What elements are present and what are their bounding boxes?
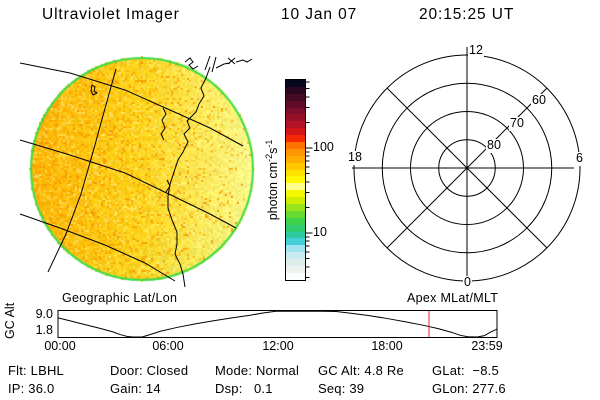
polar-plot-caption: Apex MLat/MLT bbox=[407, 291, 499, 305]
date-label: 10 Jan 07 bbox=[281, 6, 358, 23]
polar-mlt-18-label: 18 bbox=[347, 150, 363, 165]
colorbar-swatch bbox=[286, 217, 305, 225]
status-gain: Gain: 14 bbox=[110, 381, 161, 396]
status-gcalt: GC Alt: 4.8 Re bbox=[318, 363, 404, 378]
colorbar-swatch bbox=[286, 190, 305, 198]
xtick-2359: 23:59 bbox=[471, 339, 503, 353]
status-ip: IP: 36.0 bbox=[8, 381, 55, 396]
polar-mlat-80-label: 80 bbox=[486, 138, 502, 153]
colorbar-swatch bbox=[286, 128, 305, 136]
colorbar-tick-10: 10 bbox=[313, 225, 327, 239]
colorbar-swatch bbox=[286, 107, 305, 115]
colorbar-swatch bbox=[286, 155, 305, 163]
status-glon: GLon: 277.6 bbox=[432, 381, 506, 396]
colorbar-swatch bbox=[286, 224, 305, 232]
status-door: Door: Closed bbox=[110, 363, 189, 378]
colorbar-swatch bbox=[286, 135, 305, 143]
colorbar bbox=[285, 79, 306, 281]
colorbar-tick-100: 100 bbox=[313, 140, 334, 154]
colorbar-swatch bbox=[286, 204, 305, 211]
status-mode: Mode: Normal bbox=[215, 363, 300, 378]
colorbar-swatch bbox=[286, 176, 305, 184]
colorbar-swatch bbox=[286, 100, 305, 108]
gcalt-axis-label: GC Alt bbox=[3, 302, 18, 339]
colorbar-swatch bbox=[286, 245, 305, 253]
colorbar-swatch bbox=[286, 210, 305, 218]
colorbar-swatch bbox=[286, 266, 305, 273]
earth-image-caption: Geographic Lat/Lon bbox=[62, 291, 178, 305]
colorbar-swatch bbox=[286, 252, 305, 260]
colorbar-swatch bbox=[286, 162, 305, 170]
app-title: Ultraviolet Imager bbox=[42, 6, 180, 23]
colorbar-swatch bbox=[286, 142, 305, 149]
polar-mlat-60-label: 60 bbox=[531, 93, 547, 108]
gcalt-ytick-18: 1.8 bbox=[35, 323, 53, 337]
xtick-1200: 12:00 bbox=[262, 339, 294, 353]
colorbar-swatch bbox=[286, 121, 305, 129]
status-glat: GLat: −8.5 bbox=[432, 363, 499, 378]
polar-mlt-0-label: 0 bbox=[463, 275, 472, 290]
polar-mlat-70-label: 70 bbox=[509, 116, 525, 131]
colorbar-swatch bbox=[286, 114, 305, 122]
xtick-0600: 06:00 bbox=[152, 339, 184, 353]
xtick-1800: 18:00 bbox=[371, 339, 403, 353]
colorbar-swatch bbox=[286, 272, 305, 280]
colorbar-swatch bbox=[286, 80, 305, 87]
colorbar-swatch bbox=[286, 183, 305, 191]
colorbar-swatch bbox=[286, 197, 305, 205]
time-label: 20:15:25 UT bbox=[419, 6, 515, 23]
colorbar-swatch bbox=[286, 259, 305, 267]
status-flt: Flt: LBHL bbox=[8, 363, 64, 378]
colorbar-swatch bbox=[286, 238, 305, 246]
colorbar-swatch bbox=[286, 86, 305, 94]
colorbar-swatch bbox=[286, 148, 305, 156]
status-dsp: Dsp: 0.1 bbox=[215, 381, 273, 396]
gcalt-ytick-9: 9.0 bbox=[35, 307, 53, 321]
colorbar-swatch bbox=[286, 169, 305, 177]
xtick-0000: 00:00 bbox=[44, 339, 76, 353]
polar-mlt-12-label: 12 bbox=[468, 43, 484, 58]
polar-mlt-6-label: 6 bbox=[575, 151, 584, 166]
colorbar-swatch bbox=[286, 93, 305, 101]
colorbar-swatch bbox=[286, 231, 305, 239]
earth-disk-canvas bbox=[28, 55, 255, 282]
status-seq: Seq: 39 bbox=[318, 381, 365, 396]
colorbar-unit-label: photon cm-2s-1 bbox=[264, 139, 281, 221]
